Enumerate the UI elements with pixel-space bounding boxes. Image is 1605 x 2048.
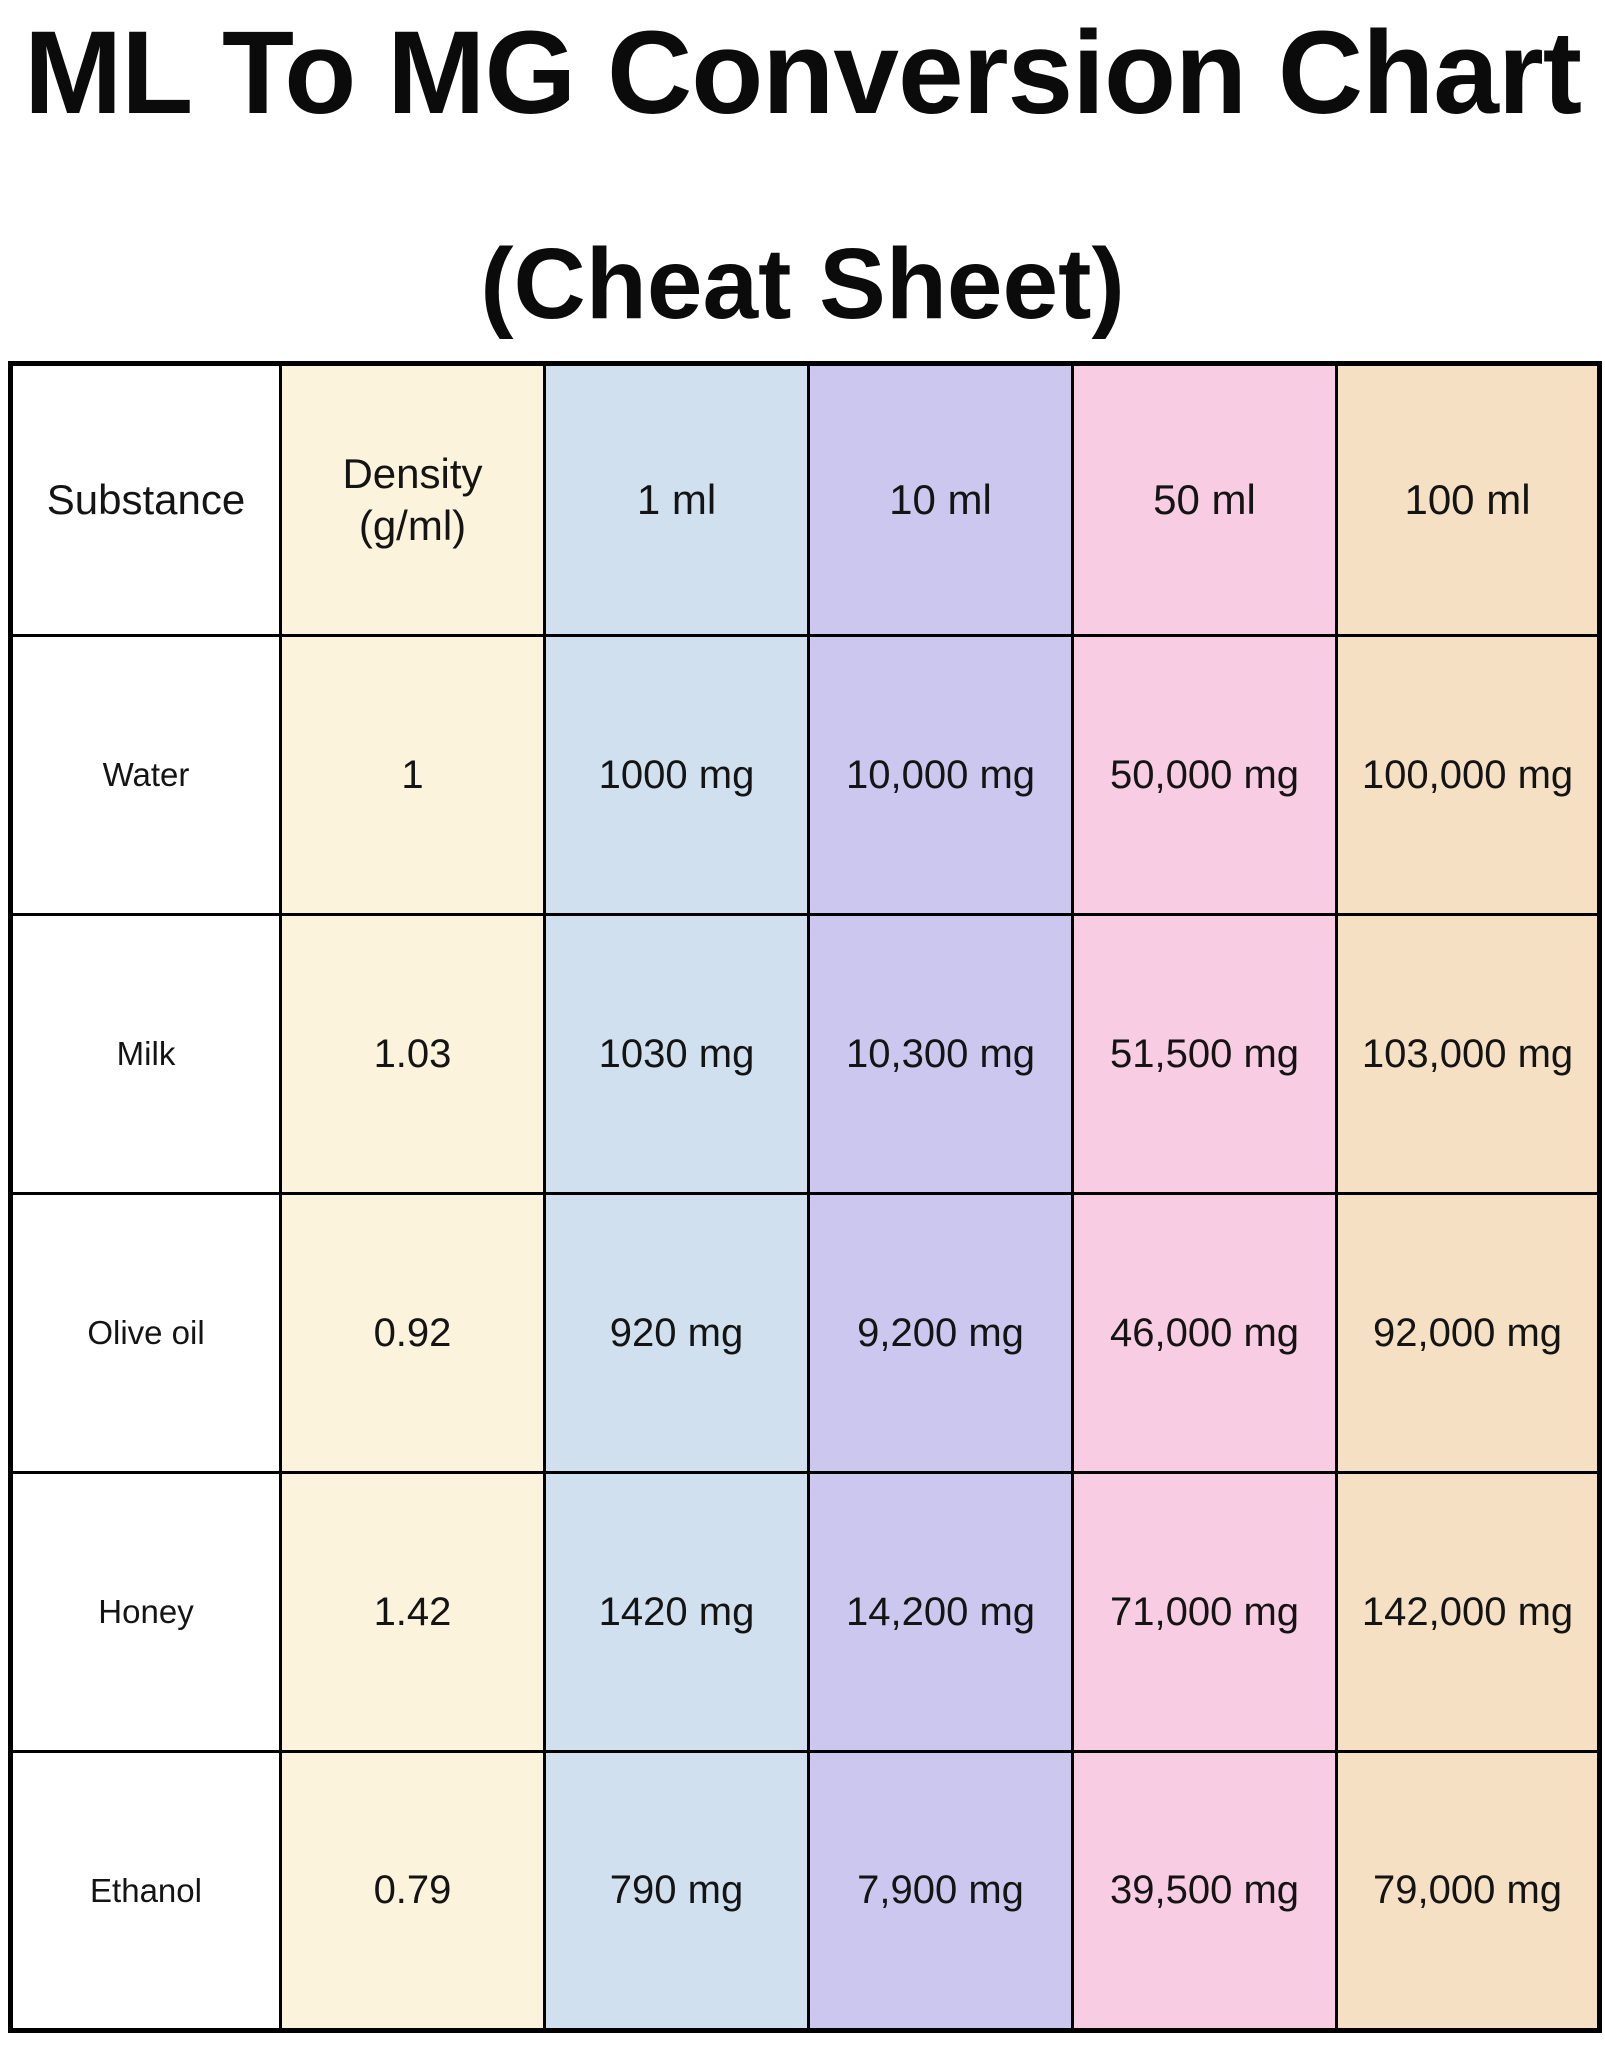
value-cell-ml-50: 71,000 mg (1071, 1471, 1338, 1753)
page-title: ML To MG Conversion Chart (23, 7, 1582, 139)
substance-cell: Milk (9, 913, 282, 1195)
value-cell-ml-1: 1000 mg (543, 634, 810, 916)
table-header-row: Substance Density (g/ml) 1 ml 10 ml 50 ml 100… (9, 362, 1601, 637)
substance-cell: Ethanol (9, 1750, 282, 2032)
substance-cell: Water (9, 634, 282, 916)
column-header-substance: Substance (9, 362, 282, 637)
value-cell-density: 0.79 (279, 1750, 546, 2032)
value-cell-ml-100: 142,000 mg (1335, 1471, 1601, 1753)
value-cell-density: 0.92 (279, 1192, 546, 1474)
value-cell-ml-1: 920 mg (543, 1192, 810, 1474)
value-cell-density: 1.03 (279, 913, 546, 1195)
value-cell-ml-1: 790 mg (543, 1750, 810, 2032)
column-header-ml-1: 1 ml (543, 362, 810, 637)
value-cell-ml-10: 10,000 mg (807, 634, 1074, 916)
column-header-density: Density (g/ml) (279, 362, 546, 637)
value-cell-ml-50: 51,500 mg (1071, 913, 1338, 1195)
value-cell-ml-10: 9,200 mg (807, 1192, 1074, 1474)
table-row: Honey 1.42 1420 mg 14,200 mg 71,000 mg 142,00… (9, 1471, 1601, 1753)
conversion-table: Substance Density (g/ml) 1 ml 10 ml 50 ml 100… (8, 361, 1602, 2033)
column-header-ml-50: 50 ml (1071, 362, 1338, 637)
value-cell-ml-10: 7,900 mg (807, 1750, 1074, 2032)
value-cell-ml-50: 39,500 mg (1071, 1750, 1338, 2032)
substance-cell: Olive oil (9, 1192, 282, 1474)
value-cell-ml-10: 10,300 mg (807, 913, 1074, 1195)
value-cell-ml-10: 14,200 mg (807, 1471, 1074, 1753)
table-row: Ethanol 0.79 790 mg 7,900 mg 39,500 mg 79,000… (9, 1750, 1601, 2032)
value-cell-ml-1: 1030 mg (543, 913, 810, 1195)
page-subtitle: (Cheat Sheet) (480, 228, 1125, 340)
value-cell-ml-50: 50,000 mg (1071, 634, 1338, 916)
value-cell-density: 1.42 (279, 1471, 546, 1753)
value-cell-ml-100: 100,000 mg (1335, 634, 1601, 916)
substance-cell: Honey (9, 1471, 282, 1753)
table-row: Olive oil 0.92 920 mg 9,200 mg 46,000 mg 92,0… (9, 1192, 1601, 1474)
column-header-ml-10: 10 ml (807, 362, 1074, 637)
value-cell-ml-50: 46,000 mg (1071, 1192, 1338, 1474)
value-cell-density: 1 (279, 634, 546, 916)
value-cell-ml-1: 1420 mg (543, 1471, 810, 1753)
table-body: Water 1 1000 mg 10,000 mg 50,000 mg 100,000 m… (9, 634, 1601, 2032)
value-cell-ml-100: 103,000 mg (1335, 913, 1601, 1195)
table-row: Water 1 1000 mg 10,000 mg 50,000 mg 100,000 m… (9, 634, 1601, 916)
value-cell-ml-100: 92,000 mg (1335, 1192, 1601, 1474)
table-row: Milk 1.03 1030 mg 10,300 mg 51,500 mg 103,000… (9, 913, 1601, 1195)
value-cell-ml-100: 79,000 mg (1335, 1750, 1601, 2032)
column-header-ml-100: 100 ml (1335, 362, 1601, 637)
